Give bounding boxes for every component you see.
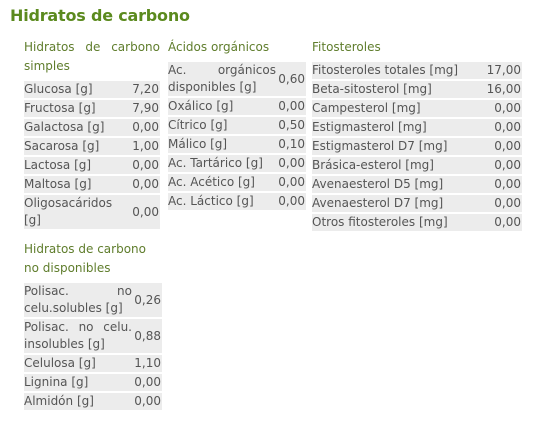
row-label: Maltosa [g] (24, 176, 132, 193)
row-value: 0,00 (277, 174, 306, 191)
row-label: Otros fitosteroles [mg] (312, 214, 481, 231)
row-value: 0,00 (480, 214, 522, 231)
row-value: 0,00 (480, 195, 522, 212)
row-label: Sacarosa [g] (24, 138, 132, 155)
row-label: Lactosa [g] (24, 157, 132, 174)
table-row: Lignina [g] 0,00 (24, 374, 162, 391)
row-label: Glucosa [g] (24, 81, 132, 98)
row-value: 0,00 (277, 193, 306, 210)
section-title: Hidratos de carbono simples (24, 40, 160, 73)
row-label: Polisac. no celu.solubles [g] (24, 283, 133, 317)
row-label: Brásica-esterol [mg] (312, 157, 481, 174)
section-simple-carbs: Hidratos de carbono simples Glucosa [g] 7… (24, 38, 160, 231)
row-label: Ac. orgánicos disponibles [g] (168, 62, 277, 96)
table-row: Campesterol [mg] 0,00 (312, 100, 522, 117)
row-label: Fructosa [g] (24, 100, 132, 117)
row-label: Campesterol [mg] (312, 100, 481, 117)
row-label: Ac. Acético [g] (168, 174, 277, 191)
table-row: Almidón [g] 0,00 (24, 393, 162, 410)
row-label: Málico [g] (168, 136, 277, 153)
row-value: 0,10 (277, 136, 306, 153)
row-label: Almidón [g] (24, 393, 133, 410)
row-value: 0,00 (480, 176, 522, 193)
section-title: Ácidos orgánicos (168, 40, 270, 54)
table-row: Beta-sitosterol [mg] 16,00 (312, 81, 522, 98)
row-label: Oxálico [g] (168, 98, 277, 115)
section-unavailable-carbs: Hidratos de carbono no disponibles Polis… (24, 240, 162, 412)
row-value: 0,00 (131, 119, 160, 136)
row-label: Ac. Láctico [g] (168, 193, 277, 210)
row-value: 7,20 (131, 81, 160, 98)
table-row: Otros fitosteroles [mg] 0,00 (312, 214, 522, 231)
row-label: Polisac. no celu. insolubles [g] (24, 319, 133, 353)
row-value: 0,00 (480, 138, 522, 155)
section-title: Hidratos de carbono no disponibles (24, 242, 146, 275)
organic-acids-table: Ac. orgánicos disponibles [g] 0,60 Oxálico… (168, 60, 306, 212)
row-value: 0,00 (131, 195, 160, 229)
row-value: 0,00 (133, 393, 162, 410)
row-label: Fitosteroles totales [mg] (312, 62, 481, 79)
row-label: Beta-sitosterol [mg] (312, 81, 481, 98)
table-row: Estigmasterol [mg] 0,00 (312, 119, 522, 136)
table-row: Brásica-esterol [mg] 0,00 (312, 157, 522, 174)
row-value: 0,60 (277, 62, 306, 96)
table-row: Glucosa [g] 7,20 (24, 81, 160, 98)
table-row: Estigmasterol D7 [mg] 0,00 (312, 138, 522, 155)
unavailable-carbs-table: Polisac. no celu.solubles [g] 0,26 Polisac… (24, 281, 162, 412)
table-row: Oligosacáridos [g] 0,00 (24, 195, 160, 229)
row-label: Oligosacáridos [g] (24, 195, 132, 229)
row-label: Lignina [g] (24, 374, 133, 391)
row-label: Celulosa [g] (24, 355, 133, 372)
row-value: 7,90 (131, 100, 160, 117)
row-value: 0,50 (277, 117, 306, 134)
row-value: 0,00 (133, 374, 162, 391)
row-value: 1,00 (131, 138, 160, 155)
row-value: 0,00 (131, 157, 160, 174)
table-row: Celulosa [g] 1,10 (24, 355, 162, 372)
table-row: Ac. Acético [g] 0,00 (168, 174, 306, 191)
row-value: 16,00 (480, 81, 522, 98)
row-label: Galactosa [g] (24, 119, 132, 136)
row-value: 0,88 (133, 319, 162, 353)
row-value: 0,00 (480, 119, 522, 136)
section-phytosterols: Fitosteroles Fitosteroles totales [mg] 17… (312, 38, 522, 233)
row-label: Cítrico [g] (168, 117, 277, 134)
row-value: 0,00 (480, 100, 522, 117)
table-row: Sacarosa [g] 1,00 (24, 138, 160, 155)
table-row: Avenaesterol D5 [mg] 0,00 (312, 176, 522, 193)
table-row: Cítrico [g] 0,50 (168, 117, 306, 134)
table-row: Maltosa [g] 0,00 (24, 176, 160, 193)
row-value: 0,26 (133, 283, 162, 317)
table-row: Polisac. no celu. insolubles [g] 0,88 (24, 319, 162, 353)
table-row: Fructosa [g] 7,90 (24, 100, 160, 117)
simple-carbs-table: Glucosa [g] 7,20 Fructosa [g] 7,90 Galactosa… (24, 79, 160, 231)
row-label: Estigmasterol D7 [mg] (312, 138, 481, 155)
section-title: Fitosteroles (312, 40, 381, 54)
row-label: Avenaesterol D5 [mg] (312, 176, 481, 193)
table-row: Polisac. no celu.solubles [g] 0,26 (24, 283, 162, 317)
table-row: Galactosa [g] 0,00 (24, 119, 160, 136)
row-value: 0,00 (277, 98, 306, 115)
table-row: Fitosteroles totales [mg] 17,00 (312, 62, 522, 79)
row-value: 1,10 (133, 355, 162, 372)
table-row: Avenaesterol D7 [mg] 0,00 (312, 195, 522, 212)
page-title: Hidratos de carbono (10, 6, 190, 25)
row-value: 0,00 (131, 176, 160, 193)
table-row: Málico [g] 0,10 (168, 136, 306, 153)
row-value: 17,00 (480, 62, 522, 79)
section-organic-acids: Ácidos orgánicos Ac. orgánicos disponibl… (168, 38, 306, 212)
row-value: 0,00 (277, 155, 306, 172)
table-row: Ac. Tartárico [g] 0,00 (168, 155, 306, 172)
table-row: Oxálico [g] 0,00 (168, 98, 306, 115)
table-row: Ac. Láctico [g] 0,00 (168, 193, 306, 210)
table-row: Lactosa [g] 0,00 (24, 157, 160, 174)
row-label: Avenaesterol D7 [mg] (312, 195, 481, 212)
phytosterols-table: Fitosteroles totales [mg] 17,00 Beta-sitos… (312, 60, 522, 233)
row-label: Estigmasterol [mg] (312, 119, 481, 136)
table-row: Ac. orgánicos disponibles [g] 0,60 (168, 62, 306, 96)
row-value: 0,00 (480, 157, 522, 174)
row-label: Ac. Tartárico [g] (168, 155, 277, 172)
